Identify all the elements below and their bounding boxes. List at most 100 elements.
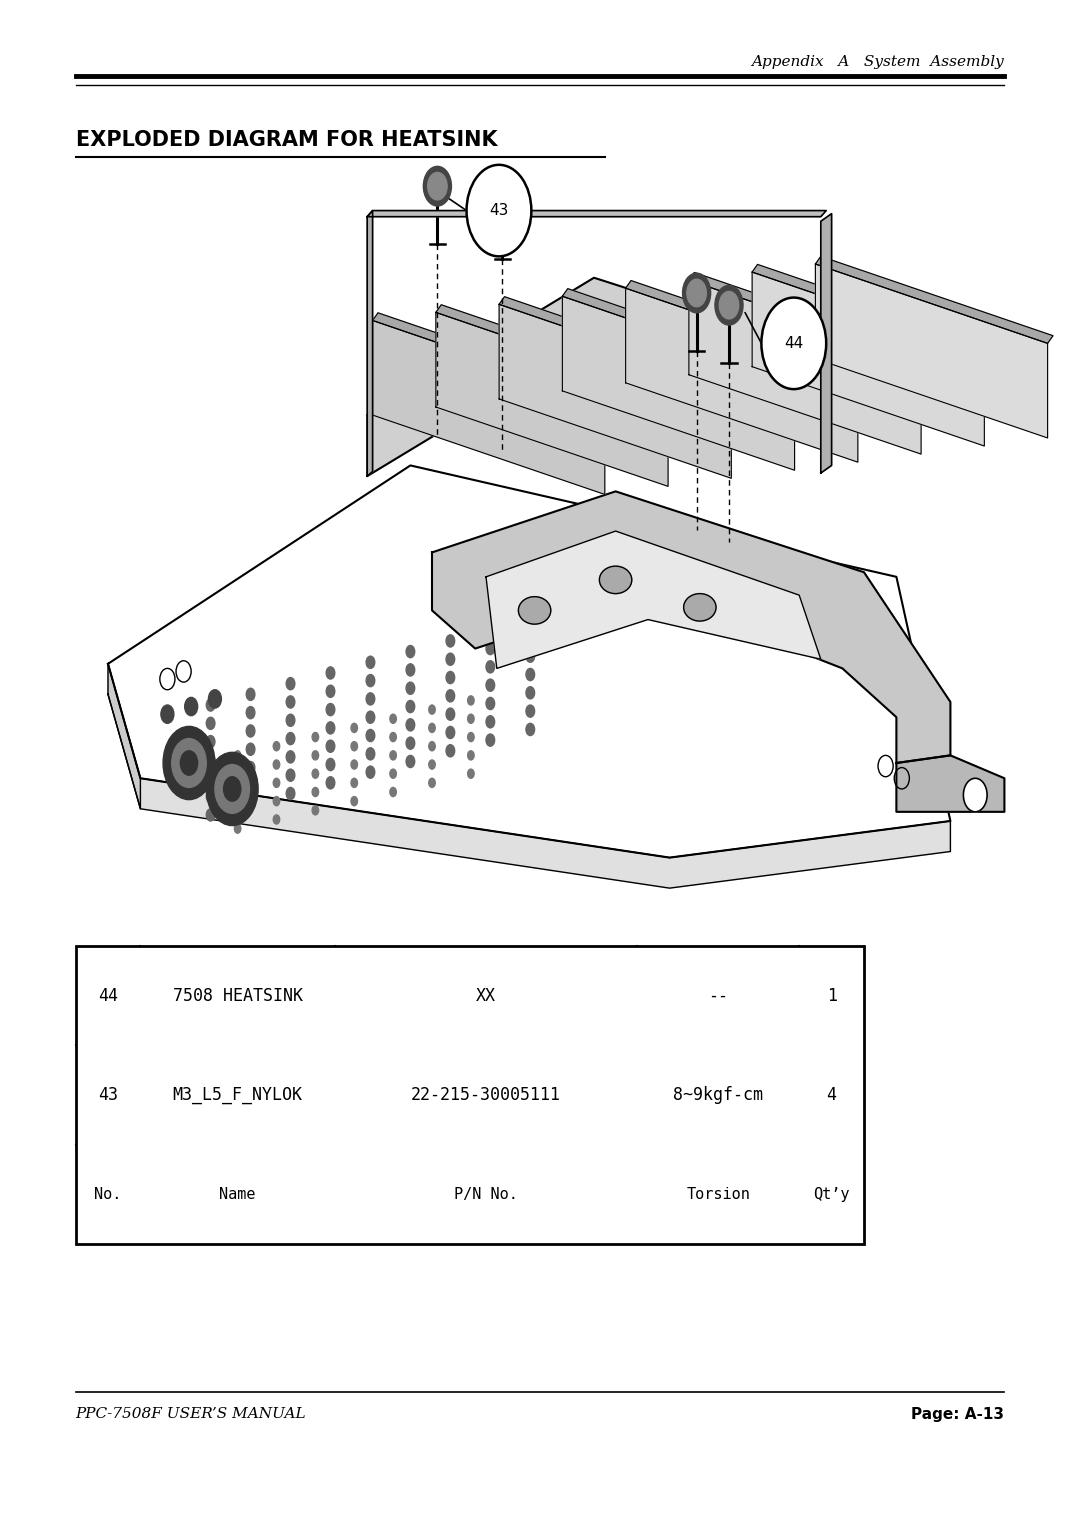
- Text: 8~9kgf-cm: 8~9kgf-cm: [673, 1087, 764, 1103]
- Circle shape: [234, 806, 241, 815]
- Circle shape: [761, 298, 826, 389]
- Circle shape: [234, 824, 241, 833]
- Polygon shape: [108, 664, 140, 809]
- Text: No.: No.: [94, 1187, 122, 1201]
- Polygon shape: [689, 273, 927, 360]
- Polygon shape: [499, 304, 731, 478]
- Circle shape: [246, 761, 255, 774]
- Text: P/N No.: P/N No.: [454, 1187, 518, 1201]
- Circle shape: [206, 736, 215, 748]
- Polygon shape: [752, 272, 984, 446]
- Circle shape: [526, 650, 535, 662]
- Circle shape: [406, 755, 415, 768]
- Text: --: --: [708, 987, 728, 1004]
- FancyBboxPatch shape: [76, 946, 864, 1244]
- Circle shape: [894, 768, 909, 789]
- Circle shape: [206, 699, 215, 711]
- Circle shape: [446, 726, 455, 739]
- Circle shape: [423, 166, 451, 206]
- Circle shape: [224, 777, 241, 801]
- Circle shape: [326, 685, 335, 697]
- Circle shape: [215, 765, 249, 813]
- Circle shape: [428, 172, 447, 200]
- Circle shape: [172, 739, 206, 787]
- Circle shape: [246, 688, 255, 700]
- Circle shape: [366, 656, 375, 668]
- Circle shape: [286, 769, 295, 781]
- Circle shape: [526, 632, 535, 644]
- Circle shape: [446, 690, 455, 702]
- Circle shape: [429, 760, 435, 769]
- Circle shape: [429, 705, 435, 714]
- Circle shape: [161, 705, 174, 723]
- Circle shape: [406, 700, 415, 713]
- Circle shape: [351, 797, 357, 806]
- Polygon shape: [367, 211, 373, 476]
- Circle shape: [312, 806, 319, 815]
- Text: M3_L5_F_NYLOK: M3_L5_F_NYLOK: [173, 1087, 302, 1103]
- Circle shape: [312, 787, 319, 797]
- Circle shape: [273, 797, 280, 806]
- Circle shape: [390, 732, 396, 742]
- Circle shape: [286, 787, 295, 800]
- Polygon shape: [625, 281, 863, 368]
- Text: 22-215-30005111: 22-215-30005111: [411, 1087, 561, 1103]
- Circle shape: [486, 642, 495, 655]
- Ellipse shape: [599, 566, 632, 594]
- Circle shape: [312, 732, 319, 742]
- Circle shape: [206, 772, 215, 784]
- Polygon shape: [108, 664, 950, 888]
- Circle shape: [488, 182, 516, 221]
- Polygon shape: [499, 296, 737, 383]
- Polygon shape: [563, 296, 795, 470]
- Circle shape: [429, 742, 435, 751]
- Polygon shape: [367, 278, 832, 476]
- Polygon shape: [752, 264, 989, 351]
- Circle shape: [719, 291, 739, 319]
- Text: Appendix   A   System  Assembly: Appendix A System Assembly: [752, 55, 1004, 69]
- Text: Torsion: Torsion: [686, 1187, 751, 1201]
- Ellipse shape: [684, 594, 716, 621]
- Circle shape: [390, 769, 396, 778]
- Circle shape: [492, 188, 512, 215]
- Text: 7508 HEATSINK: 7508 HEATSINK: [173, 987, 302, 1004]
- Circle shape: [351, 760, 357, 769]
- Polygon shape: [367, 211, 826, 217]
- Circle shape: [406, 645, 415, 658]
- Circle shape: [351, 778, 357, 787]
- Circle shape: [246, 798, 255, 810]
- Polygon shape: [815, 264, 1048, 438]
- Polygon shape: [563, 288, 800, 375]
- Circle shape: [273, 742, 280, 751]
- Polygon shape: [896, 755, 1004, 812]
- Text: 4: 4: [826, 1087, 837, 1103]
- Circle shape: [429, 723, 435, 732]
- Circle shape: [526, 668, 535, 681]
- Circle shape: [326, 722, 335, 734]
- Circle shape: [286, 732, 295, 745]
- Circle shape: [526, 687, 535, 699]
- Polygon shape: [486, 531, 821, 668]
- Circle shape: [687, 279, 706, 307]
- Circle shape: [185, 697, 198, 716]
- Circle shape: [963, 778, 987, 812]
- Text: Qt’y: Qt’y: [813, 1187, 850, 1201]
- Circle shape: [246, 780, 255, 792]
- Polygon shape: [373, 320, 605, 494]
- Circle shape: [206, 790, 215, 803]
- Text: 44: 44: [98, 987, 118, 1004]
- Circle shape: [273, 778, 280, 787]
- Circle shape: [486, 661, 495, 673]
- Circle shape: [526, 613, 535, 626]
- Circle shape: [286, 751, 295, 763]
- Circle shape: [468, 732, 474, 742]
- Text: 44: 44: [784, 336, 804, 351]
- Circle shape: [683, 273, 711, 313]
- Polygon shape: [436, 313, 669, 487]
- Text: XX: XX: [476, 987, 496, 1004]
- Circle shape: [468, 714, 474, 723]
- Circle shape: [176, 661, 191, 682]
- Circle shape: [326, 758, 335, 771]
- Circle shape: [406, 664, 415, 676]
- Circle shape: [468, 769, 474, 778]
